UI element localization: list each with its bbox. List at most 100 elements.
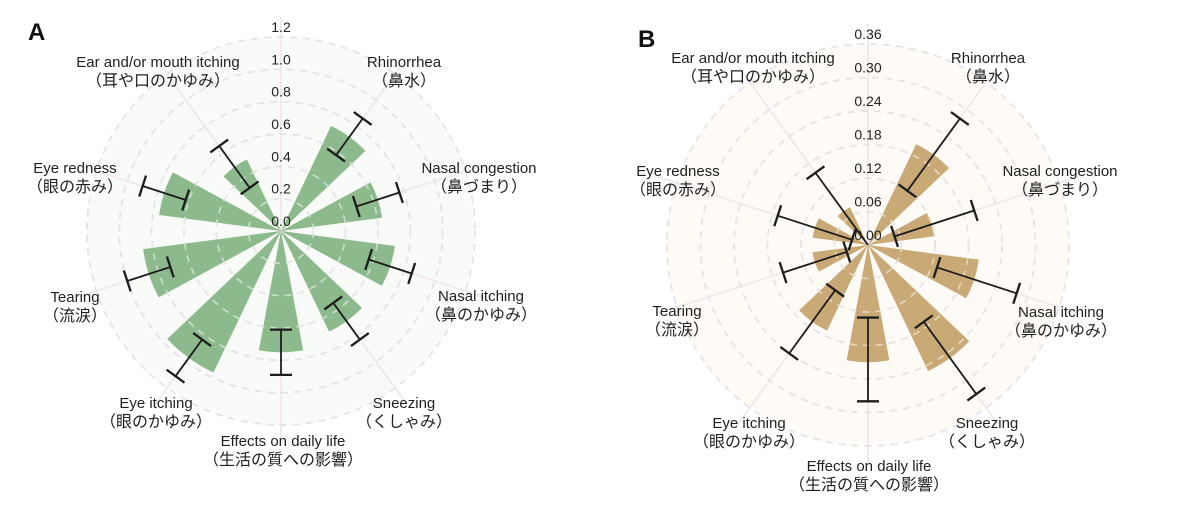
bar-ear-and-or-mouth-itching bbox=[223, 159, 281, 231]
category-label-en: Sneezing bbox=[373, 395, 436, 412]
grid-ring-overlay bbox=[699, 76, 1037, 414]
errorbar-cap bbox=[209, 138, 229, 154]
errorbar-tearing bbox=[122, 256, 175, 292]
category-label-en: Nasal itching bbox=[438, 288, 524, 305]
category-label-jp: （耳や口のかゆみ） bbox=[681, 68, 825, 86]
grid-ring-overlay bbox=[247, 197, 315, 265]
errorbar-cap bbox=[966, 386, 986, 402]
panel-label-B: B bbox=[638, 26, 655, 53]
category-label-en: Ear and/or mouth itching bbox=[671, 50, 834, 67]
bar-eye-redness bbox=[812, 218, 868, 245]
category-label-en: Eye redness bbox=[636, 163, 719, 180]
category-label-ear-and-or-mouth-itching: Ear and/or mouth itching（耳や口のかゆみ） bbox=[671, 50, 834, 86]
category-label-eye-itching: Eye itching（眼のかゆみ） bbox=[100, 395, 212, 431]
radial-tick-label: 0.4 bbox=[271, 148, 291, 164]
category-label-jp: （眼の赤み） bbox=[27, 178, 123, 196]
errorbar-sneezing bbox=[323, 295, 370, 347]
errorbar-cap bbox=[181, 189, 191, 211]
errorbar-cap bbox=[897, 183, 917, 199]
category-label-en: Effects on daily life bbox=[221, 433, 346, 450]
panel-label-A: A bbox=[28, 19, 45, 46]
errorbar-nasal-itching bbox=[364, 248, 417, 285]
category-label-nasal-itching: Nasal itching（鼻のかゆみ） bbox=[1005, 304, 1117, 340]
category-label-nasal-itching: Nasal itching（鼻のかゆみ） bbox=[425, 288, 537, 324]
category-label-en: Eye itching bbox=[712, 415, 785, 432]
category-label-jp: （眼の赤み） bbox=[630, 181, 726, 199]
category-label-jp: （眼のかゆみ） bbox=[693, 433, 805, 451]
category-label-effects-on-daily-life: Effects on daily life（生活の質への影響） bbox=[203, 433, 363, 469]
errorbar-cap bbox=[825, 282, 845, 298]
errorbar-cap bbox=[353, 111, 373, 126]
errorbar-cap bbox=[323, 295, 343, 311]
grid-ring-overlay bbox=[183, 133, 379, 329]
errorbar-line bbox=[906, 117, 961, 192]
errorbar-line bbox=[174, 339, 203, 377]
errorbar-line bbox=[356, 191, 400, 208]
errorbar-cap bbox=[394, 181, 404, 204]
category-label-en: Tearing bbox=[50, 289, 99, 306]
grid-ring-overlay bbox=[150, 100, 412, 362]
errorbar-eye-itching bbox=[779, 282, 845, 361]
category-label-en: Rhinorrhea bbox=[951, 50, 1026, 67]
errorbar-line bbox=[923, 321, 978, 395]
bar-effects-on-daily-life bbox=[258, 231, 304, 353]
errorbar-line bbox=[142, 185, 186, 201]
category-label-jp: （鼻水） bbox=[956, 68, 1020, 86]
bar-tearing bbox=[143, 231, 281, 298]
errorbar-cap bbox=[240, 180, 260, 196]
errorbar-line bbox=[782, 251, 848, 274]
errorbar-ear-and-or-mouth-itching bbox=[805, 165, 869, 246]
category-label-en: Rhinorrhea bbox=[367, 54, 442, 71]
errorbar-cap bbox=[364, 248, 374, 271]
bar-sneezing bbox=[868, 245, 970, 371]
errorbar-effects-on-daily-life bbox=[857, 316, 879, 403]
errorbar-line bbox=[335, 117, 364, 156]
errorbar-cap bbox=[138, 175, 148, 197]
category-label-nasal-congestion: Nasal congestion（鼻づまり） bbox=[421, 160, 536, 196]
grid-ring-overlay bbox=[833, 210, 903, 280]
category-label-en: Nasal itching bbox=[1018, 304, 1104, 321]
radial-tick-label: 0.06 bbox=[854, 194, 881, 210]
panel-A: 0.0 0.2 0.4 0.6 0.8 1.0 1.2 Rhinorrhea（鼻水） Nasal… bbox=[27, 17, 537, 469]
errorbar-cap bbox=[890, 225, 900, 248]
category-label-sneezing: Sneezing（くしゃみ） bbox=[356, 395, 452, 431]
category-label-jp: （鼻水） bbox=[372, 72, 436, 90]
errorbar-line bbox=[894, 209, 975, 238]
errorbar-cap bbox=[165, 256, 175, 278]
radial-tick-label: 0.8 bbox=[271, 84, 291, 100]
category-label-rhinorrhea: Rhinorrhea（鼻水） bbox=[951, 50, 1026, 86]
errorbar-cap bbox=[932, 256, 942, 279]
errorbar-eye-redness bbox=[773, 204, 857, 251]
errorbar-eye-itching bbox=[165, 332, 212, 384]
radial-tick-label: 0.24 bbox=[854, 93, 881, 109]
errorbar-line bbox=[368, 258, 412, 275]
radial-tick-label: 1.0 bbox=[271, 51, 291, 67]
errorbar-cap bbox=[914, 314, 934, 330]
category-label-en: Effects on daily life bbox=[807, 458, 932, 475]
radial-tick-label: 0.00 bbox=[854, 227, 881, 243]
category-label-en: Nasal congestion bbox=[1002, 163, 1117, 180]
category-label-effects-on-daily-life: Effects on daily life（生活の質への影響） bbox=[789, 458, 949, 494]
bar-eye-redness bbox=[159, 172, 281, 231]
category-label-jp: （生活の質への影響） bbox=[203, 451, 363, 469]
radial-tick-label: 0.30 bbox=[854, 60, 881, 76]
category-label-en: Nasal congestion bbox=[421, 160, 536, 177]
radial-tick-label: 0.36 bbox=[854, 26, 881, 42]
errorbar-cap bbox=[773, 204, 783, 227]
category-label-jp: （鼻づまり） bbox=[431, 178, 527, 196]
errorbar-cap bbox=[778, 261, 788, 284]
category-label-tearing: Tearing（流涙） bbox=[43, 289, 107, 325]
grid-ring-overlay bbox=[215, 165, 347, 297]
bar-nasal-itching bbox=[868, 245, 979, 299]
grid-ring-overlay bbox=[86, 36, 476, 426]
errorbar-line bbox=[788, 289, 836, 354]
errorbar-line bbox=[332, 302, 361, 341]
radial-tick-label: 1.2 bbox=[271, 19, 291, 35]
category-label-en: Tearing bbox=[652, 303, 701, 320]
grid-ring-overlay bbox=[118, 68, 444, 394]
grid-ring-overlay bbox=[800, 177, 936, 313]
category-label-rhinorrhea: Rhinorrhea（鼻水） bbox=[367, 54, 442, 90]
errorbar-rhinorrhea bbox=[326, 111, 373, 163]
